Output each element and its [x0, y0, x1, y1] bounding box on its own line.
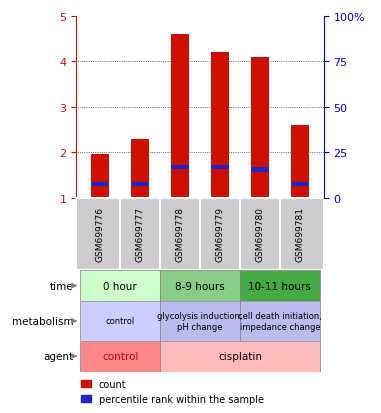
Bar	[91, 183, 109, 187]
Text: GSM699779: GSM699779	[216, 207, 224, 262]
Text: metabolism: metabolism	[12, 316, 74, 326]
Text: cell death initiation,
impedance change: cell death initiation, impedance change	[238, 311, 322, 331]
Text: control: control	[106, 317, 135, 325]
Bar	[80, 271, 160, 301]
Bar	[160, 301, 240, 341]
Legend: count, percentile rank within the sample: count, percentile rank within the sample	[81, 379, 264, 404]
Text: 8-9 hours: 8-9 hours	[175, 281, 225, 291]
Text: GSM699780: GSM699780	[255, 207, 264, 262]
Text: GSM699781: GSM699781	[295, 207, 304, 262]
Text: control: control	[102, 351, 138, 361]
Bar	[80, 301, 160, 341]
Bar	[80, 341, 160, 372]
Bar	[251, 168, 269, 172]
Bar	[291, 126, 309, 198]
Bar	[240, 271, 320, 301]
Text: cisplatin: cisplatin	[218, 351, 262, 361]
Bar	[240, 301, 320, 341]
Text: glycolysis induction,
pH change: glycolysis induction, pH change	[157, 311, 243, 331]
Bar	[171, 166, 189, 170]
Text: GSM699777: GSM699777	[136, 207, 145, 262]
Bar	[171, 35, 189, 198]
Text: GSM699778: GSM699778	[176, 207, 184, 262]
Bar	[211, 166, 229, 170]
Bar	[160, 271, 240, 301]
Text: 10-11 hours: 10-11 hours	[248, 281, 311, 291]
Bar	[211, 53, 229, 198]
Bar	[291, 183, 309, 187]
Bar	[251, 57, 269, 198]
Text: GSM699776: GSM699776	[96, 207, 105, 262]
Text: time: time	[50, 281, 74, 291]
Bar	[131, 183, 149, 187]
Bar	[131, 139, 149, 198]
Text: 0 hour: 0 hour	[103, 281, 137, 291]
Text: agent: agent	[43, 351, 74, 361]
Bar	[91, 155, 109, 198]
Bar	[160, 341, 320, 372]
